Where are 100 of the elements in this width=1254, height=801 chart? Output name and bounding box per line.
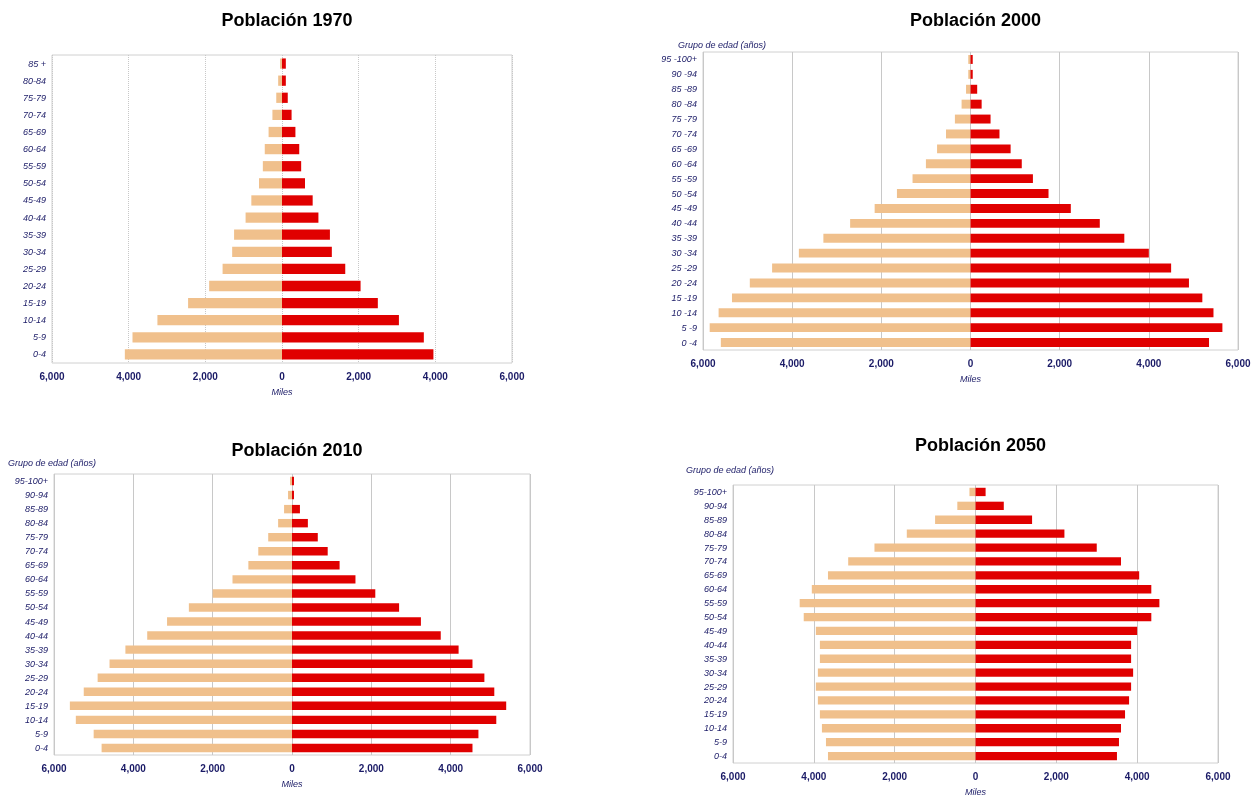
y-tick-label: 90-94 [703,500,727,511]
bar [970,218,1100,228]
x-tick-label: 2,000 [1043,770,1070,782]
bar [975,640,1132,650]
bar [93,729,292,739]
y-tick-label: 80-84 [703,528,727,539]
bar [258,547,292,556]
y-tick-label: 45 -49 [671,203,697,214]
bar [970,233,1125,243]
x-tick-label: 0 [279,370,286,382]
x-tick-label: 6,000 [39,370,65,382]
bar [278,75,282,86]
x-tick-label: 2,000 [200,762,226,774]
bar [896,189,971,199]
y-tick-label: 65 -69 [671,143,697,154]
y-tick-label: 80-84 [22,75,46,86]
bar [83,687,292,696]
bar [282,246,332,257]
y-tick-label: 70 -74 [671,128,697,139]
y-tick-label: 85-89 [703,514,727,525]
y-tick-label: 55-59 [22,161,46,172]
x-tick-label: 6,000 [1205,770,1231,782]
chart-title: Población 1970 [221,10,353,30]
y-tick-label: 10-14 [22,315,46,326]
x-tick-label: 2,000 [1047,357,1073,369]
y-tick-label: 80 -84 [671,99,697,110]
bar [222,263,282,275]
y-tick-label: 5-9 [713,737,727,748]
bar [167,617,292,626]
bar [282,143,300,155]
y-tick-label: 50-54 [24,602,48,613]
bar [251,195,282,206]
y-tick-label: 95 -100+ [661,54,697,65]
y-tick-label: 40-44 [22,212,46,223]
x-tick-label: 6,000 [499,370,525,382]
bar [282,229,330,240]
bar [209,280,282,292]
bar [825,737,976,747]
bar [264,143,282,155]
bar [292,659,473,668]
bar [284,504,292,514]
x-axis-title: Miles [959,373,982,384]
x-tick-label: 2,000 [882,770,908,782]
y-tick-label: 10 -14 [671,307,697,318]
y-tick-label: 5 -9 [681,322,697,333]
bar [798,248,971,258]
bar [817,696,976,705]
bar [292,617,421,626]
bar [819,654,976,663]
y-axis-title: Grupo de edad (años) [678,39,767,50]
bar [937,144,971,154]
y-tick-label: 30-34 [703,667,727,678]
y-tick-label: 45-49 [22,195,46,206]
x-tick-label: 4,000 [120,762,147,774]
bar [957,501,976,511]
bar [282,297,378,309]
y-tick-label: 50 -54 [671,188,697,199]
y-tick-label: 75-79 [703,542,727,553]
y-tick-label: 35-39 [22,229,46,240]
bar [811,585,976,594]
bar [970,263,1172,273]
bar [970,84,978,94]
bar [292,589,376,598]
bar [966,84,971,94]
bar [75,715,292,725]
x-tick-label: 2,000 [346,370,372,382]
bar [970,308,1214,318]
bar [817,668,976,677]
y-tick-label: 20-24 [23,686,48,697]
y-tick-label: 70-74 [703,556,727,567]
bar [815,626,976,636]
bar [232,246,282,257]
bar [969,487,976,497]
x-tick-label: 4,000 [422,370,449,382]
y-tick-label: 35-39 [24,644,48,655]
y-tick-label: 25-29 [702,681,727,692]
bar [970,144,1011,154]
y-tick-label: 80-84 [24,518,48,529]
bar [292,673,485,682]
bar [815,682,976,691]
bar [282,161,302,172]
bar [97,673,292,682]
y-tick-label: 95-100+ [14,476,48,487]
bar [282,332,424,343]
bar [975,737,1119,747]
bar [970,99,982,109]
bar [282,178,305,189]
y-tick-label: 5-9 [34,728,48,739]
bar [109,659,292,668]
y-tick-label: 75-79 [22,92,46,103]
x-tick-label: 2,000 [868,357,895,369]
bar [975,571,1140,580]
bar [772,263,971,273]
y-tick-label: 45-49 [24,616,48,627]
bar [262,161,282,172]
y-tick-label: 20 -24 [670,277,697,288]
bar [850,218,971,228]
bar [970,278,1189,288]
bar [970,129,1000,139]
bar [935,515,976,524]
